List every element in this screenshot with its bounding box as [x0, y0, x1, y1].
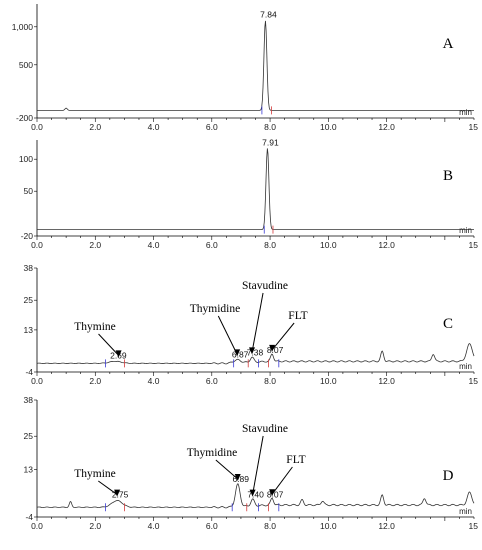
compound-annotation: Thymine [74, 468, 116, 480]
compound-annotation: FLT [286, 454, 305, 466]
panel-label: B [443, 168, 453, 184]
x-tick-label: 10.0 [320, 376, 337, 386]
annotation-arrow-head [269, 344, 276, 352]
x-tick-label: 2.0 [89, 240, 101, 250]
y-tick-label: 1,000 [12, 22, 34, 32]
peak-rt-label: 7.91 [262, 137, 279, 147]
y-tick-label: 100 [19, 154, 33, 164]
x-tick-label: 4.0 [148, 521, 160, 531]
x-tick-label: 4.0 [148, 122, 160, 132]
x-tick-label: 15 [469, 240, 479, 250]
annotation-arrow-line [252, 435, 264, 495]
x-tick-label: 0.0 [31, 240, 43, 250]
x-tick-label: 12.0 [378, 376, 395, 386]
x-tick-label: 10.0 [320, 122, 337, 132]
y-tick-label: -200 [16, 113, 33, 123]
x-tick-label: 2.0 [89, 376, 101, 386]
x-tick-label: 15 [469, 122, 479, 132]
x-unit-label: min [459, 226, 472, 235]
compound-annotation: Thymidine [187, 447, 237, 459]
compound-annotation: Thymidine [190, 303, 240, 315]
x-tick-label: 10.0 [320, 240, 337, 250]
x-tick-label: 8.0 [264, 521, 276, 531]
chart-panel-b: 0.0 2.0 4.0 6.0 8.0 10.0 12.0 15 min 100 50 -20 7.91… [19, 137, 478, 250]
annotation-arrow-line [251, 292, 264, 353]
peak-rt-label: 8.07 [267, 489, 284, 499]
x-unit-label: min [459, 362, 472, 371]
annotation-arrow-line [98, 480, 118, 495]
chart-panel-d: 0.0 2.0 4.0 6.0 8.0 10.0 12.0 15 min 38 25 13 -4 2.75… [24, 395, 479, 531]
x-tick-label: 6.0 [206, 521, 218, 531]
y-tick-label: 25 [24, 431, 34, 441]
annotation-arrow-line [98, 333, 119, 356]
x-tick-label: 2.0 [89, 521, 101, 531]
compound-annotation: FLT [288, 310, 307, 322]
annotation-arrow-head [269, 489, 276, 497]
y-tick-label: -4 [25, 512, 33, 522]
x-tick-label: 15 [469, 376, 479, 386]
panel-label: A [443, 36, 454, 52]
x-tick-label: 4.0 [148, 376, 160, 386]
x-tick-label: 0.0 [31, 521, 43, 531]
x-tick-label: 2.0 [89, 122, 101, 132]
panel-label: D [443, 468, 454, 484]
chart-panel-a: 0.0 2.0 4.0 6.0 8.0 10.0 12.0 15 min 1,000 500 -200… [12, 4, 479, 132]
annotation-arrow-line [215, 459, 239, 480]
chart-panel-c: 0.02.04.06.08.010.012.015min382513-42.69… [24, 263, 479, 386]
x-tick-label: 10.0 [320, 521, 337, 531]
y-tick-label: 25 [24, 295, 34, 305]
annotation-arrow-line [271, 466, 293, 495]
peak-rt-label: 6.89 [232, 474, 249, 484]
annotation-arrow-line [217, 315, 238, 355]
y-tick-label: 50 [24, 186, 34, 196]
x-unit-label: min [459, 507, 472, 516]
x-tick-label: 8.0 [264, 376, 276, 386]
peak-rt-label: 7.40 [247, 490, 264, 500]
panel-label: C [443, 316, 453, 332]
y-tick-label: 500 [19, 60, 33, 70]
y-tick-label: -4 [25, 367, 33, 377]
annotation-arrow-head [234, 473, 241, 481]
x-tick-label: 0.0 [31, 376, 43, 386]
annotation-arrow-head [234, 349, 241, 357]
x-tick-label: 4.0 [148, 240, 160, 250]
x-tick-label: 12.0 [378, 240, 395, 250]
x-tick-label: 6.0 [206, 240, 218, 250]
x-tick-label: 8.0 [264, 240, 276, 250]
compound-annotation: Thymine [74, 321, 116, 333]
compound-annotation: Stavudine [242, 423, 288, 435]
annotation-arrow-head [115, 350, 122, 358]
x-tick-label: 15 [469, 521, 479, 531]
peak-rt-label: 8.07 [267, 345, 284, 355]
chromatogram-trace [36, 483, 475, 509]
chromatogram-trace [36, 343, 475, 365]
x-tick-label: 6.0 [206, 376, 218, 386]
y-tick-label: 13 [24, 325, 34, 335]
annotation-arrow-line [271, 322, 295, 351]
annotation-arrow-head [249, 347, 256, 355]
x-tick-label: 12.0 [378, 122, 395, 132]
compound-annotation: Stavudine [242, 280, 288, 292]
x-tick-label: 8.0 [264, 122, 276, 132]
x-tick-label: 6.0 [206, 122, 218, 132]
annotation-arrow-head [114, 489, 121, 497]
annotation-arrow-head [249, 489, 256, 497]
x-unit-label: min [459, 108, 472, 117]
y-tick-label: -20 [21, 231, 34, 241]
chromatogram-trace [37, 148, 474, 230]
y-tick-label: 13 [24, 465, 34, 475]
peak-rt-label: 2.75 [112, 490, 129, 500]
peak-rt-label: 6.87 [232, 349, 249, 359]
peak-rt-label: 7.84 [260, 10, 277, 20]
x-tick-label: 12.0 [378, 521, 395, 531]
y-tick-label: 38 [24, 395, 34, 405]
peak-rt-label: 7.38 [247, 347, 264, 357]
y-tick-label: 38 [24, 263, 34, 273]
chromatogram-trace [37, 20, 474, 111]
x-tick-label: 0.0 [31, 122, 43, 132]
